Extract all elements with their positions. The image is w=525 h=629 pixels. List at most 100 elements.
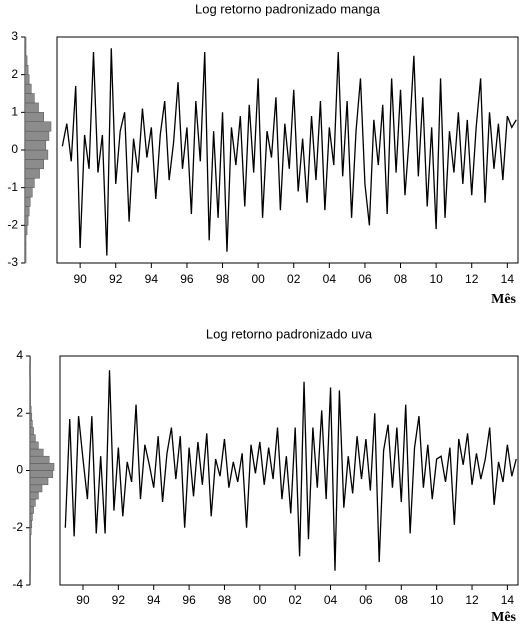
y-tick-label: 2 [11,67,18,81]
histogram-bar [24,102,39,113]
histogram-bar [29,463,55,471]
x-tick-label: 06 [359,593,373,607]
x-tick-label: 10 [429,272,443,286]
histogram-bar [29,434,36,443]
x-tick-label: 92 [112,593,126,607]
plot-frame [59,355,519,586]
histogram-bar [29,513,33,521]
histogram-bar [29,477,49,486]
histogram-bar [24,187,33,198]
y-tick-label: -1 [7,180,18,194]
x-tick-label: 14 [501,272,515,286]
y-tick-label: 2 [16,405,23,419]
histogram-bar [29,534,31,543]
histogram-bar [29,548,31,557]
y-tick-label: 0 [16,463,23,477]
histogram-bar [24,46,27,57]
histogram-bar [24,225,28,235]
histogram-bar [24,206,30,217]
histogram-bar [24,55,28,66]
histogram-bar [29,384,31,393]
histogram-bar [29,455,50,464]
x-tick-label: 94 [147,593,161,607]
histogram-bar [24,178,35,188]
y-tick-label: -4 [12,577,23,591]
x-tick-label: 00 [251,272,265,286]
x-tick-label: 14 [501,593,515,607]
x-tick-label: 02 [289,593,303,607]
histogram-bar [29,556,31,564]
histogram-bar [24,149,49,160]
x-tick-label: 96 [180,272,194,286]
histogram-bar [29,413,33,421]
y-tick-label: 4 [16,348,23,362]
x-tick-label: 98 [216,272,230,286]
y-tick-label: -2 [12,520,23,534]
histogram-bar [29,398,31,407]
y-tick-label: 1 [11,105,18,119]
plot-frame [56,36,519,264]
histogram-bar [24,74,30,85]
x-tick-label: 00 [253,593,267,607]
histogram-bar [29,484,43,493]
x-tick-label: 04 [324,593,338,607]
histogram-bar [24,234,27,245]
x-axis-label: Mês [491,292,516,307]
histogram-bar [29,377,31,385]
histogram-bar [24,130,50,141]
histogram-bar [29,420,33,428]
x-tick-label: 90 [73,272,87,286]
histogram-bar [29,498,36,507]
x-tick-label: 98 [218,593,232,607]
chart-title: Log retorno padronizado manga [195,1,381,16]
series-line [61,48,517,256]
histogram-bar [29,520,33,528]
histogram-bar [29,355,31,364]
x-axis-label: Mês [491,610,516,625]
x-tick-label: 12 [465,272,479,286]
y-tick-label: -2 [7,218,18,232]
y-tick-label: -3 [7,255,18,269]
histogram-bar [29,563,31,571]
histogram-bar [24,196,31,207]
series-line [64,370,517,571]
histogram-bar [29,527,32,536]
x-tick-label: 10 [430,593,444,607]
x-tick-label: 96 [182,593,196,607]
y-tick-label: 3 [11,29,18,43]
y-tick-label: 0 [11,142,18,156]
histogram-bar [29,427,34,435]
histogram-bar [29,541,31,550]
x-tick-label: 12 [465,593,479,607]
x-tick-label: 08 [395,593,409,607]
histogram-bar [24,65,29,75]
histogram-bar [24,140,47,151]
histogram-bar [24,253,27,264]
histogram-bar [29,470,54,478]
histogram-bar [24,121,52,132]
histogram-bar [24,83,32,94]
x-tick-label: 94 [145,272,159,286]
histogram-bar [24,159,44,170]
histogram-bar [24,112,44,123]
histogram-bar [29,448,44,457]
x-tick-label: 04 [323,272,337,286]
histogram-bar [24,243,27,254]
x-tick-label: 92 [109,272,123,286]
histogram-bar [24,93,35,104]
histogram-bar [24,168,40,179]
histogram-bar [29,405,32,414]
chart-title: Log retorno padronizado uva [206,326,373,341]
x-tick-label: 08 [394,272,408,286]
histogram-bar [24,36,27,47]
histogram-bar [29,506,34,514]
histogram-bar [29,391,31,400]
x-tick-label: 06 [358,272,372,286]
x-tick-label: 90 [76,593,90,607]
histogram-bar [29,491,39,500]
histogram-bar [24,215,29,226]
histogram-bar [29,441,39,450]
x-tick-label: 02 [287,272,301,286]
